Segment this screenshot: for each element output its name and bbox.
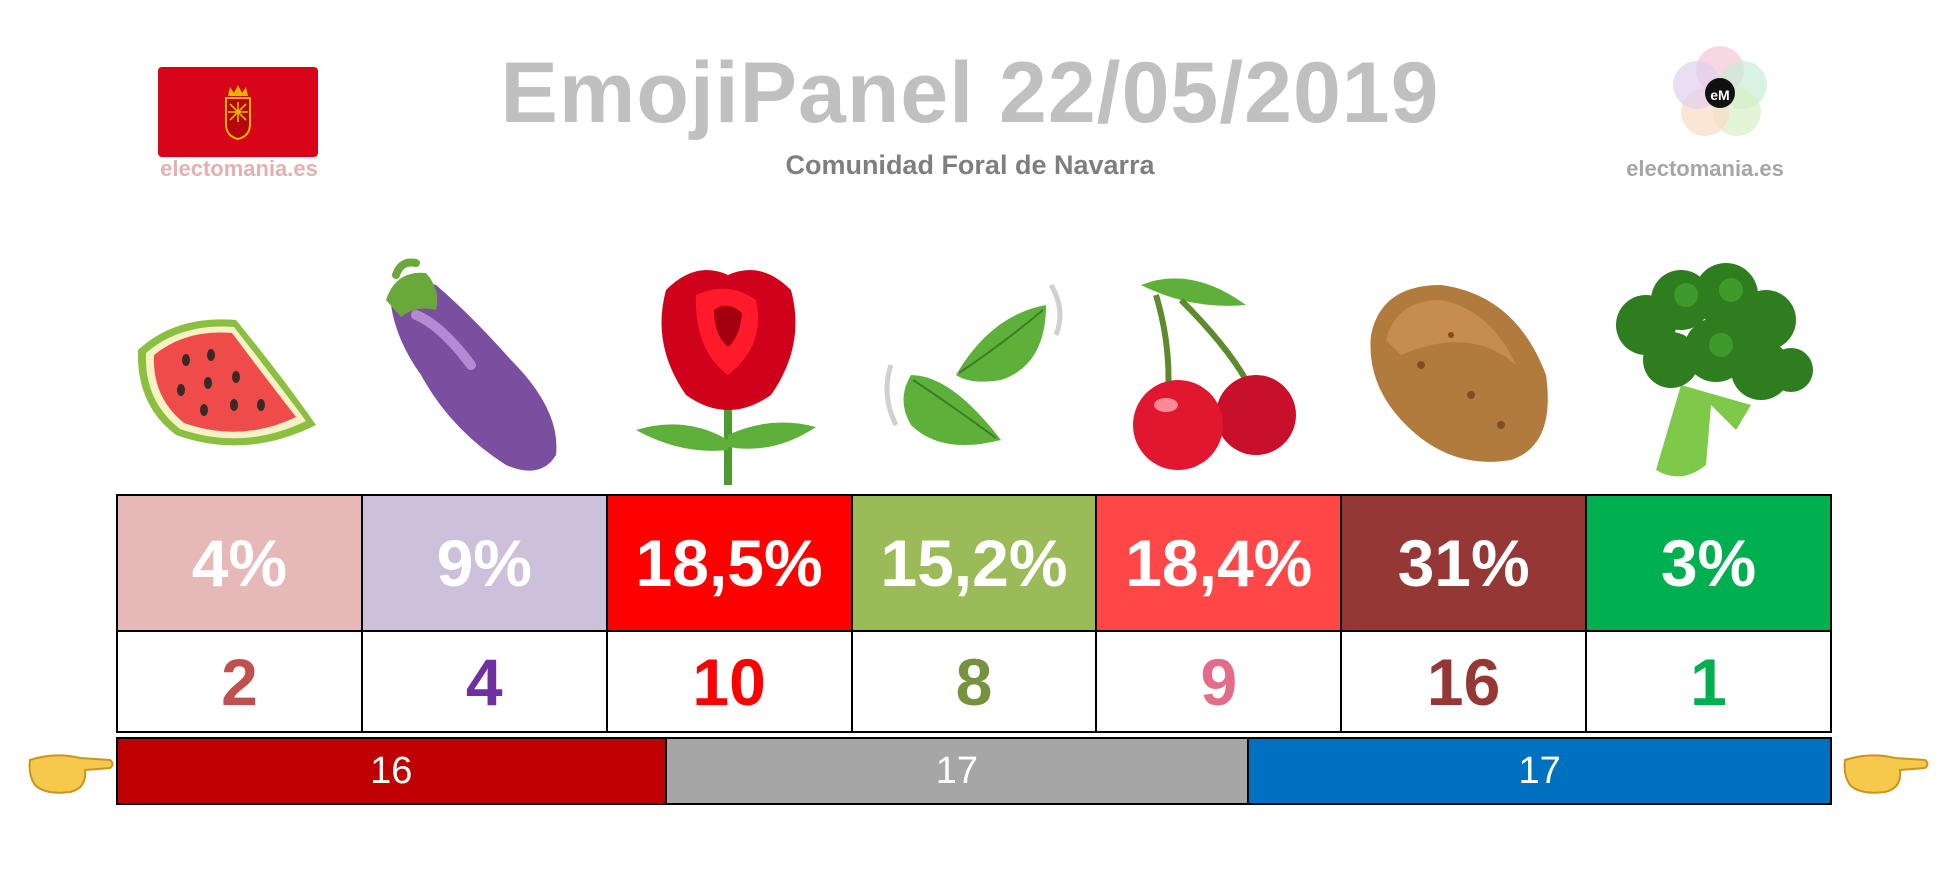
cherries-icon — [1096, 255, 1340, 490]
eggplant-icon — [361, 255, 605, 490]
percent-cell: 15,2% — [850, 494, 1098, 632]
seats-cell: 8 — [850, 630, 1098, 733]
percent-cell: 18,5% — [605, 494, 853, 632]
leaves-icon — [851, 255, 1095, 490]
bloc-bar: 16 17 17 — [116, 737, 1832, 805]
seats-cell: 2 — [116, 630, 363, 733]
page-title: EmojiPanel 22/05/2019 — [500, 45, 1440, 141]
seats-row: 2 4 10 8 9 16 1 — [116, 630, 1832, 733]
percent-cell: 4% — [116, 494, 363, 632]
electomania-logo-icon: eM — [1665, 40, 1775, 150]
percent-cell: 9% — [360, 494, 608, 632]
seats-cell: 16 — [1340, 630, 1588, 733]
percent-cell: 18,4% — [1095, 494, 1343, 632]
pointing-right-hand-icon — [1840, 740, 1930, 800]
watermelon-icon — [116, 255, 360, 490]
seats-cell: 9 — [1095, 630, 1343, 733]
bloc-segment-left: 16 — [118, 739, 665, 803]
seats-cell: 1 — [1585, 630, 1832, 733]
site-label-left: electomania.es — [160, 156, 318, 181]
percent-cell: 3% — [1585, 494, 1832, 632]
navarra-flag-icon — [158, 67, 318, 157]
rose-icon — [606, 255, 850, 490]
broccoli-icon — [1586, 255, 1830, 490]
percent-cell: 31% — [1340, 494, 1588, 632]
logo-text: eM — [1710, 87, 1729, 103]
site-label-right: electomania.es — [1626, 156, 1784, 181]
percent-row: 4% 9% 18,5% 15,2% 18,4% 31% 3% — [116, 494, 1832, 632]
page-subtitle: Comunidad Foral de Navarra — [785, 150, 1155, 180]
pointing-right-hand-icon — [25, 740, 115, 800]
potato-icon — [1341, 255, 1585, 490]
bloc-segment-right: 17 — [1247, 739, 1830, 803]
seats-cell: 4 — [360, 630, 608, 733]
bloc-segment-center: 17 — [664, 739, 1248, 803]
results-table: 4% 9% 18,5% 15,2% 18,4% 31% 3% 2 4 10 8 … — [116, 494, 1832, 733]
seats-cell: 10 — [605, 630, 853, 733]
